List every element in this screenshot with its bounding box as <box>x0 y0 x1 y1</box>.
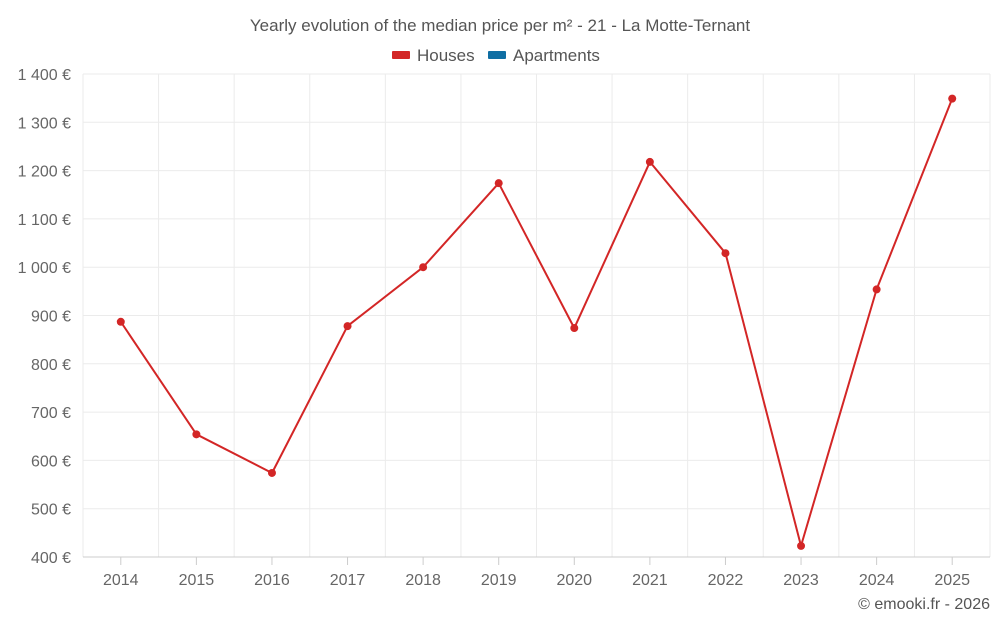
legend-item-apartments[interactable]: Apartments <box>488 46 600 65</box>
x-tick-label: 2019 <box>481 572 517 589</box>
data-point-houses[interactable] <box>267 468 276 477</box>
y-tick-label: 500 € <box>31 502 71 519</box>
y-tick-label: 600 € <box>31 453 71 470</box>
y-axis-ticks: 400 € 500 € 600 € 700 € 800 € 900 € 1 000 € 1 1… <box>18 67 71 567</box>
legend-label-apartments: Apartments <box>513 46 600 65</box>
y-tick-label: 700 € <box>31 405 71 422</box>
data-point-houses[interactable] <box>192 430 201 439</box>
data-point-houses[interactable] <box>494 179 503 188</box>
y-tick-label: 1 200 € <box>18 164 71 181</box>
legend-swatch-houses <box>392 51 410 59</box>
horizontal-gridlines <box>83 73 990 510</box>
y-tick-label: 400 € <box>31 550 71 567</box>
data-point-houses[interactable] <box>721 249 730 258</box>
data-point-houses[interactable] <box>343 322 352 331</box>
data-point-houses[interactable] <box>797 541 806 550</box>
x-tick-label: 2017 <box>330 572 366 589</box>
x-tick-label: 2025 <box>934 572 970 589</box>
y-tick-label: 1 000 € <box>18 260 71 277</box>
x-tick-label: 2016 <box>254 572 290 589</box>
series-line-houses <box>119 98 954 547</box>
x-tick-label: 2024 <box>859 572 895 589</box>
x-tick-label: 2014 <box>103 572 139 589</box>
footer-credit: © emooki.fr - 2026 <box>858 596 990 613</box>
legend: Houses Apartments <box>392 46 600 65</box>
x-axis-ticks: 2014 2015 2016 2017 2018 2019 2020 2021 2022 2023… <box>103 557 970 589</box>
y-tick-label: 900 € <box>31 309 71 326</box>
x-tick-label: 2022 <box>708 572 744 589</box>
legend-swatch-apartments <box>488 51 506 59</box>
data-point-houses[interactable] <box>116 317 125 326</box>
series-layer <box>116 94 957 550</box>
data-point-houses[interactable] <box>948 94 957 103</box>
x-tick-label: 2021 <box>632 572 668 589</box>
y-tick-label: 1 400 € <box>18 67 71 84</box>
legend-item-houses[interactable]: Houses <box>392 46 475 65</box>
x-tick-label: 2023 <box>783 572 819 589</box>
y-tick-label: 800 € <box>31 357 71 374</box>
x-tick-label: 2020 <box>556 572 592 589</box>
legend-label-houses: Houses <box>417 46 475 65</box>
x-tick-label: 2018 <box>405 572 441 589</box>
data-point-houses[interactable] <box>645 157 654 166</box>
y-tick-label: 1 100 € <box>18 212 71 229</box>
data-point-houses[interactable] <box>872 285 881 294</box>
data-point-houses[interactable] <box>419 263 428 272</box>
y-tick-label: 1 300 € <box>18 115 71 132</box>
chart-title: Yearly evolution of the median price per… <box>250 16 750 35</box>
data-point-houses[interactable] <box>570 324 579 333</box>
x-tick-label: 2015 <box>179 572 215 589</box>
